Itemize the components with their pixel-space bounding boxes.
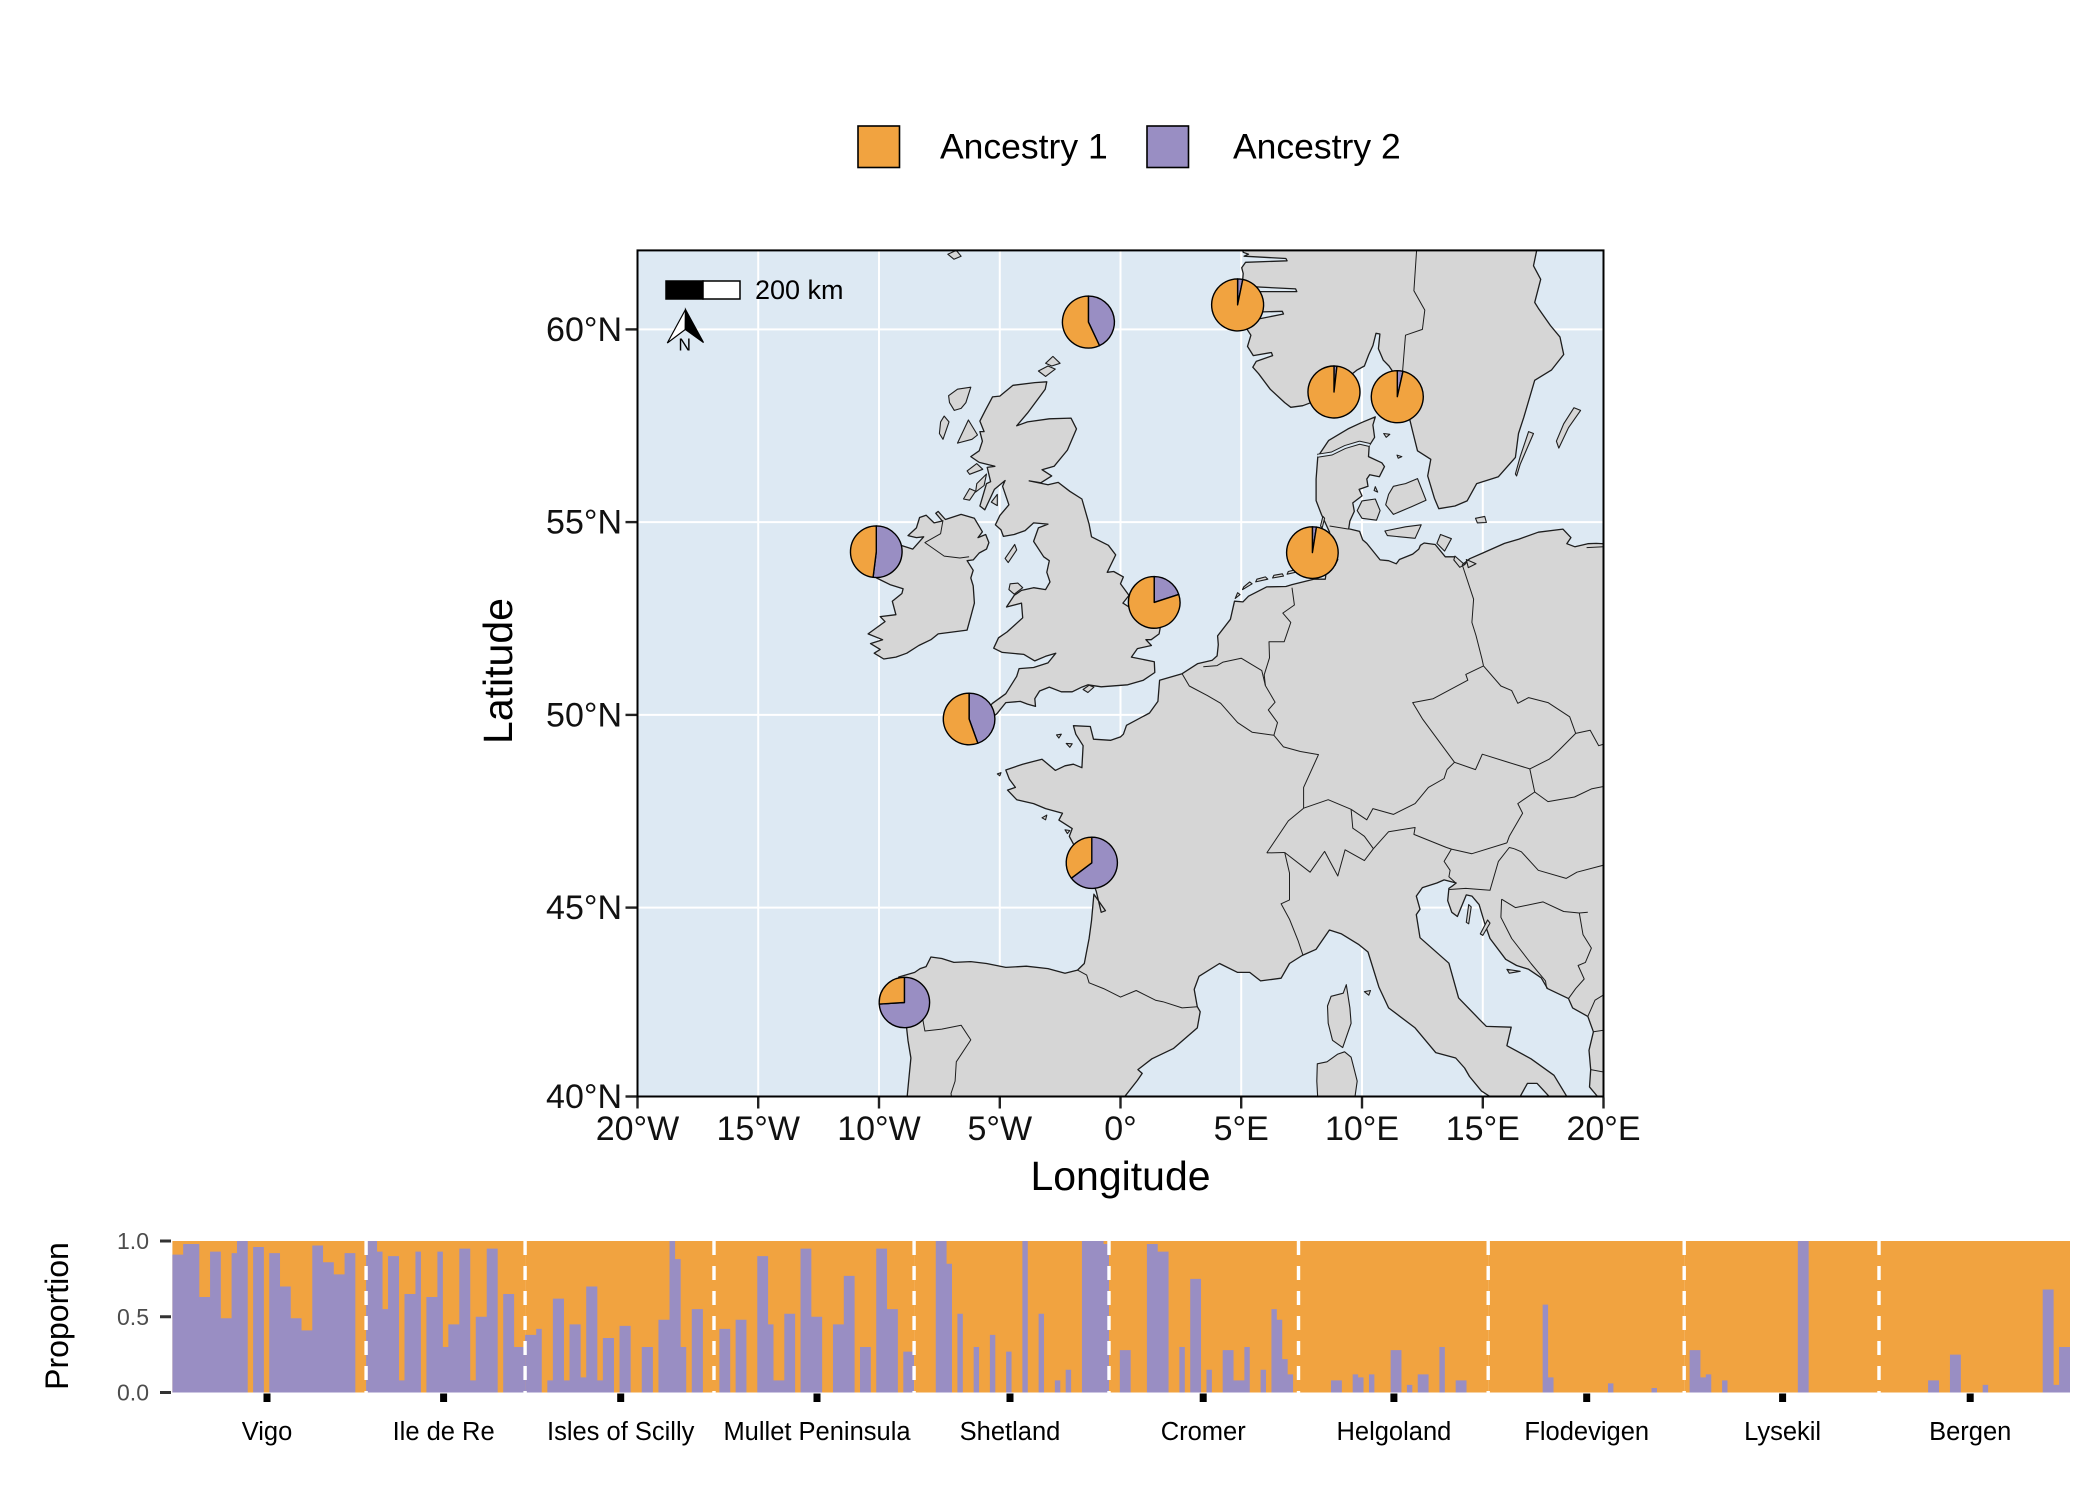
svg-text:Isles of Scilly: Isles of Scilly [547, 1418, 695, 1446]
svg-text:1.0: 1.0 [117, 1228, 149, 1254]
svg-text:Vigo: Vigo [242, 1418, 293, 1446]
svg-text:10°E: 10°E [1325, 1110, 1399, 1148]
svg-text:10°W: 10°W [837, 1110, 921, 1148]
svg-text:20°W: 20°W [596, 1110, 680, 1148]
svg-text:5°W: 5°W [967, 1110, 1032, 1148]
svg-text:0.0: 0.0 [117, 1380, 149, 1406]
svg-text:0.5: 0.5 [117, 1304, 149, 1330]
svg-text:0°: 0° [1104, 1110, 1137, 1148]
svg-text:45°N: 45°N [546, 889, 622, 927]
svg-text:Ancestry 2: Ancestry 2 [1233, 127, 1401, 167]
svg-text:200 km: 200 km [755, 275, 844, 305]
svg-text:Ile de Re: Ile de Re [393, 1418, 495, 1446]
svg-text:40°N: 40°N [546, 1078, 622, 1116]
svg-text:Proportion: Proportion [39, 1242, 75, 1390]
svg-text:Shetland: Shetland [960, 1418, 1061, 1446]
svg-text:Ancestry 1: Ancestry 1 [940, 127, 1108, 167]
svg-text:5°E: 5°E [1214, 1110, 1269, 1148]
svg-text:15°W: 15°W [716, 1110, 800, 1148]
svg-text:Cromer: Cromer [1161, 1418, 1247, 1446]
svg-text:60°N: 60°N [546, 311, 622, 349]
svg-text:Longitude: Longitude [1030, 1153, 1210, 1199]
svg-text:N: N [678, 335, 691, 355]
svg-text:50°N: 50°N [546, 696, 622, 734]
svg-text:15°E: 15°E [1446, 1110, 1520, 1148]
svg-text:Helgoland: Helgoland [1336, 1418, 1451, 1446]
svg-text:Lysekil: Lysekil [1744, 1418, 1821, 1446]
svg-text:20°E: 20°E [1566, 1110, 1640, 1148]
svg-text:Mullet Peninsula: Mullet Peninsula [723, 1418, 911, 1446]
svg-text:55°N: 55°N [546, 504, 622, 542]
svg-text:Latitude: Latitude [475, 598, 521, 744]
svg-text:Flodevigen: Flodevigen [1524, 1418, 1649, 1446]
svg-text:Bergen: Bergen [1929, 1418, 2011, 1446]
